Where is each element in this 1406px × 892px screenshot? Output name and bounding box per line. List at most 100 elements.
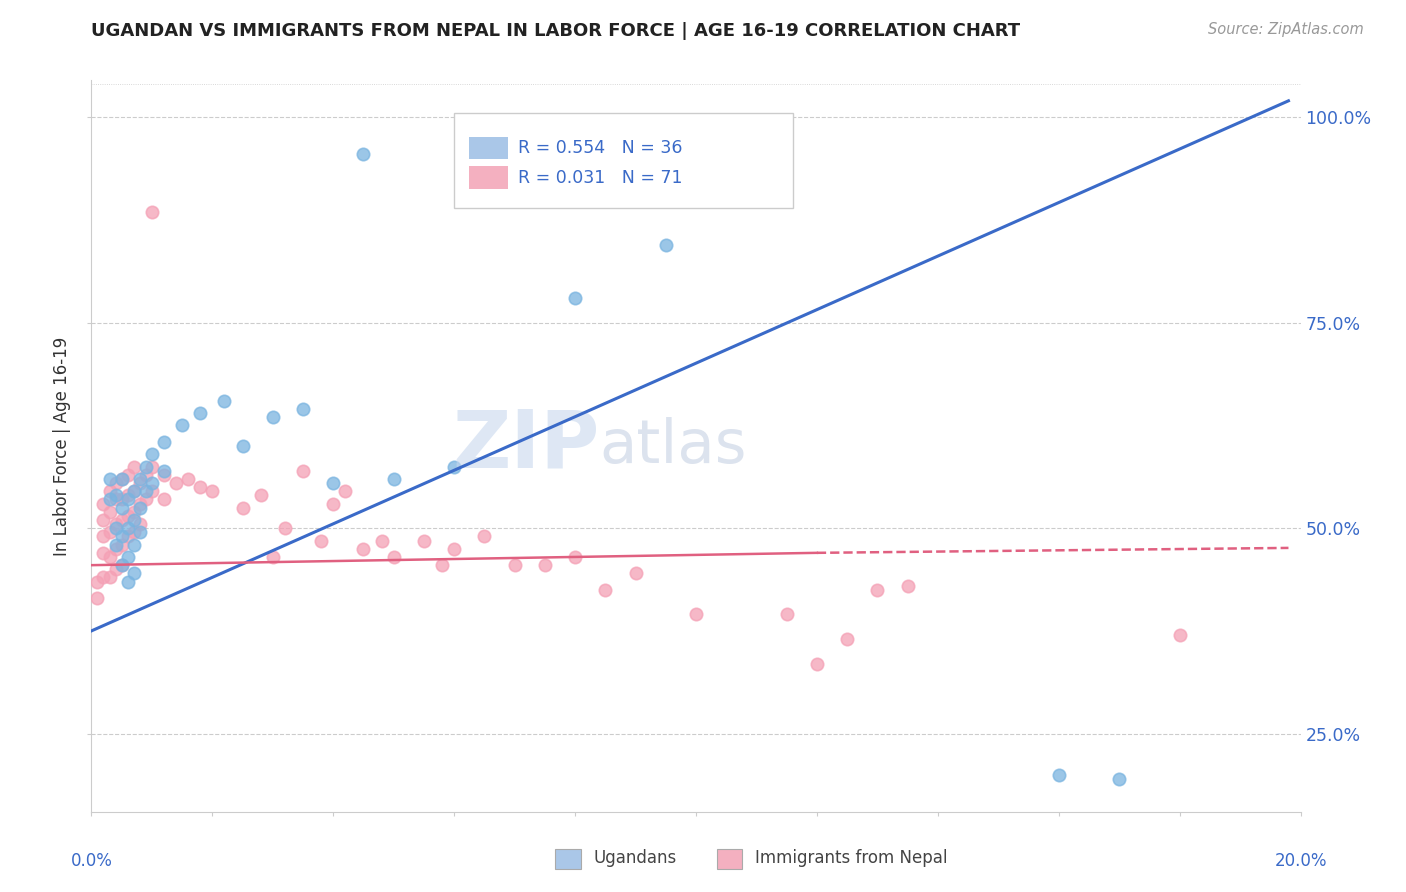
Point (111, 529, 132, 543)
Point (122, 459, 145, 474)
Point (472, 529, 495, 543)
Point (685, 607, 707, 622)
Point (104, 562, 127, 576)
Text: 20.0%: 20.0% (1274, 852, 1327, 870)
Point (128, 472, 150, 486)
Point (141, 204, 163, 219)
Point (111, 513, 132, 527)
Point (135, 467, 157, 482)
Point (897, 579, 920, 593)
Point (309, 533, 332, 548)
Point (835, 632, 858, 647)
Point (104, 488, 127, 502)
Point (249, 488, 271, 502)
Point (111, 558, 132, 573)
Y-axis label: In Labor Force | Age 16-19: In Labor Force | Age 16-19 (53, 336, 72, 556)
Point (86, 574, 108, 589)
Point (122, 513, 145, 527)
Text: R = 0.554   N = 36: R = 0.554 N = 36 (517, 139, 682, 157)
Point (231, 500, 253, 515)
Point (98, 484, 121, 499)
Point (533, 558, 555, 573)
Point (98, 570, 121, 584)
Point (117, 529, 139, 543)
Point (111, 500, 132, 515)
Text: 0.0%: 0.0% (70, 852, 112, 870)
Point (352, 147, 374, 161)
Point (104, 492, 127, 507)
Point (111, 472, 132, 486)
Point (135, 484, 157, 499)
Text: Ugandans: Ugandans (593, 849, 676, 867)
Point (806, 657, 828, 671)
Point (262, 410, 284, 425)
Point (128, 475, 150, 490)
Point (322, 475, 344, 490)
Point (141, 484, 163, 499)
Point (413, 533, 436, 548)
Point (595, 582, 617, 597)
Point (382, 472, 405, 486)
Point (201, 484, 224, 499)
Point (1108, 772, 1130, 786)
Point (1047, 768, 1070, 782)
Point (104, 538, 127, 552)
Text: Source: ZipAtlas.com: Source: ZipAtlas.com (1208, 22, 1364, 37)
Point (188, 406, 211, 420)
Point (292, 402, 315, 417)
Point (335, 484, 357, 499)
Point (141, 459, 163, 474)
Point (122, 538, 145, 552)
Point (564, 291, 586, 305)
Point (128, 500, 150, 515)
Point (117, 467, 139, 482)
Text: ZIP: ZIP (451, 407, 599, 485)
Point (443, 541, 465, 556)
Point (98, 505, 121, 519)
Point (231, 439, 253, 453)
Point (153, 492, 176, 507)
Point (122, 484, 145, 499)
Point (443, 459, 465, 474)
Point (135, 492, 157, 507)
Point (430, 558, 453, 573)
Point (1168, 628, 1191, 642)
Point (292, 464, 315, 478)
Point (86, 591, 108, 605)
Text: UGANDAN VS IMMIGRANTS FROM NEPAL IN LABOR FORCE | AGE 16-19 CORRELATION CHART: UGANDAN VS IMMIGRANTS FROM NEPAL IN LABO… (91, 22, 1021, 40)
Point (111, 472, 132, 486)
Point (866, 582, 889, 597)
Point (98, 472, 121, 486)
Point (122, 484, 145, 499)
Point (262, 549, 284, 564)
Point (104, 475, 127, 490)
Point (128, 496, 150, 510)
Point (98, 525, 121, 540)
Point (165, 475, 187, 490)
Point (104, 521, 127, 535)
Point (322, 496, 344, 510)
Point (141, 447, 163, 461)
Point (93, 570, 115, 584)
Point (214, 393, 236, 408)
Point (117, 521, 139, 535)
Point (172, 418, 194, 433)
Point (122, 505, 145, 519)
Point (153, 467, 176, 482)
Point (128, 525, 150, 540)
Point (104, 541, 127, 556)
Point (274, 521, 297, 535)
Point (117, 574, 139, 589)
Point (128, 517, 150, 532)
Point (135, 459, 157, 474)
Point (153, 434, 176, 449)
Point (93, 513, 115, 527)
Point (188, 480, 211, 494)
Text: Immigrants from Nepal: Immigrants from Nepal (755, 849, 948, 867)
Point (111, 492, 132, 507)
Point (122, 525, 145, 540)
Point (111, 538, 132, 552)
Point (352, 541, 374, 556)
Point (93, 546, 115, 560)
Point (111, 558, 132, 573)
